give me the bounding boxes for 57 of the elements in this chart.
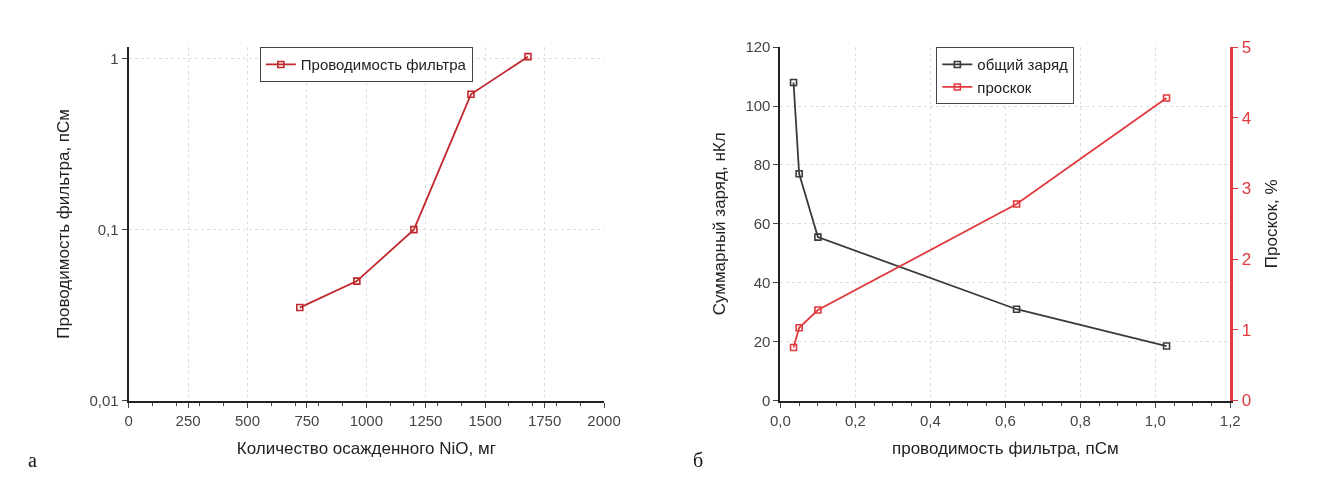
x-axis-title: проводимость фильтра, пСм (891, 439, 1119, 459)
y2-tick-label: 1 (1241, 320, 1252, 340)
x-tick-label: 1,0 (1144, 411, 1166, 429)
point (789, 78, 798, 87)
point (795, 169, 803, 178)
y2-axis-title: Проскок, % (1261, 179, 1281, 269)
x-tick-label: 2000 (587, 411, 621, 429)
x-tick-label: 750 (294, 411, 320, 429)
y-tick-label: 40 (753, 273, 771, 291)
x-tick-label: 250 (175, 411, 201, 429)
legend-label: проскок (977, 78, 1032, 96)
point (1162, 94, 1171, 102)
y2-tick-label: 2 (1241, 250, 1252, 270)
point (1012, 200, 1021, 208)
point (295, 303, 304, 312)
point (1012, 305, 1021, 314)
point (410, 225, 418, 234)
y2-tick-label: 5 (1241, 38, 1252, 58)
x-tick-label: 0,8 (1069, 411, 1091, 429)
x-axis-title: Количество осажденного NiO, мг (236, 439, 496, 459)
legend-label: Проводимость фильтра (300, 56, 467, 74)
y2-tick-label: 3 (1241, 179, 1252, 199)
point (795, 323, 803, 332)
y-axis-title: Суммарный заряд, нКл (710, 132, 730, 316)
y-tick-label: 1 (110, 50, 119, 68)
x-tick-label: 1750 (527, 411, 562, 429)
y-tick-label: 60 (753, 215, 771, 233)
x-tick-label: 0,6 (994, 411, 1016, 429)
x-tick-label: 0,0 (769, 411, 791, 429)
y-tick-label: 0 (762, 391, 771, 409)
x-tick-label: 1,2 (1219, 411, 1241, 429)
y-tick-label: 0,1 (97, 220, 119, 238)
point (353, 277, 361, 285)
y2-tick-label: 0 (1241, 391, 1252, 411)
x-tick-label: 0,4 (919, 411, 941, 429)
point (789, 343, 798, 352)
y-tick-label: 20 (753, 332, 771, 350)
point (814, 233, 822, 241)
text: а (28, 449, 37, 471)
y-tick-label: 100 (745, 97, 771, 115)
point (524, 52, 532, 61)
text: б (693, 449, 704, 471)
y-axis-title: Проводимость фильтра, пСм (54, 108, 74, 339)
y-tick-label: 80 (753, 156, 771, 174)
point (1162, 342, 1171, 350)
point (467, 90, 475, 99)
y-tick-label: 120 (745, 38, 771, 56)
legend-label: общий заряд (977, 56, 1069, 74)
y2-tick-label: 4 (1241, 108, 1252, 128)
x-tick-label: 1500 (468, 411, 502, 429)
x-tick-label: 1000 (349, 411, 384, 429)
point (814, 306, 822, 314)
x-tick-label: 1250 (409, 411, 443, 429)
x-tick-label: 0 (124, 411, 133, 429)
x-tick-label: 0,2 (844, 411, 866, 429)
x-tick-label: 500 (234, 411, 260, 429)
y-tick-label: 0,01 (89, 391, 119, 409)
